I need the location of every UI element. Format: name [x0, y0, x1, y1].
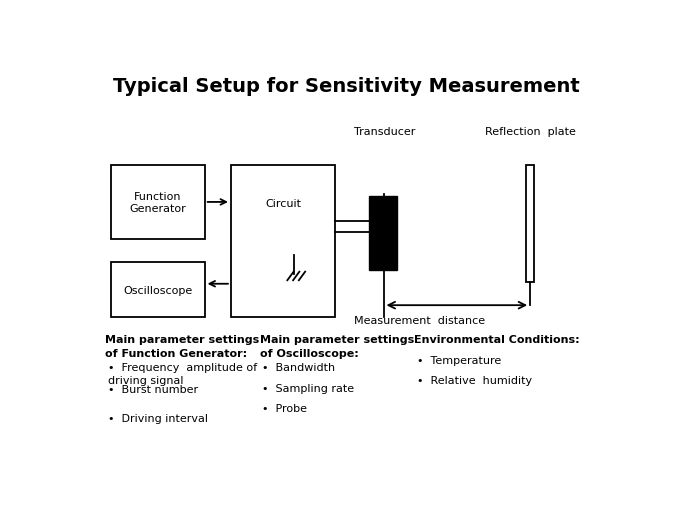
Text: Oscilloscope: Oscilloscope — [123, 285, 192, 295]
Text: •  Relative  humidity: • Relative humidity — [416, 375, 532, 385]
Bar — [526, 166, 534, 282]
Text: •  Sampling rate: • Sampling rate — [262, 383, 354, 393]
Text: •  Probe: • Probe — [262, 403, 307, 413]
Text: •  Temperature: • Temperature — [416, 355, 501, 365]
Text: Measurement  distance: Measurement distance — [354, 315, 485, 325]
Text: •  Frequency  amplitude of
driving signal: • Frequency amplitude of driving signal — [108, 363, 257, 385]
Text: Circuit: Circuit — [265, 198, 301, 209]
Text: •  Driving interval: • Driving interval — [108, 413, 208, 423]
Text: Reflection  plate: Reflection plate — [485, 126, 576, 136]
Bar — [111, 166, 205, 239]
Text: Environmental Conditions:: Environmental Conditions: — [414, 335, 580, 345]
Text: Typical Setup for Sensitivity Measurement: Typical Setup for Sensitivity Measuremen… — [113, 76, 579, 95]
Text: Transducer: Transducer — [354, 126, 416, 136]
Text: •  Burst number: • Burst number — [108, 384, 198, 394]
Text: •  Bandwidth: • Bandwidth — [262, 363, 335, 373]
Bar — [369, 196, 397, 271]
Text: Main parameter settings
of Oscilloscope:: Main parameter settings of Oscilloscope: — [260, 335, 414, 358]
Text: Main parameter settings
of Function Generator:: Main parameter settings of Function Gene… — [105, 335, 260, 358]
Bar — [231, 166, 335, 317]
Text: Function
Generator: Function Generator — [129, 192, 186, 213]
Bar — [111, 263, 205, 317]
